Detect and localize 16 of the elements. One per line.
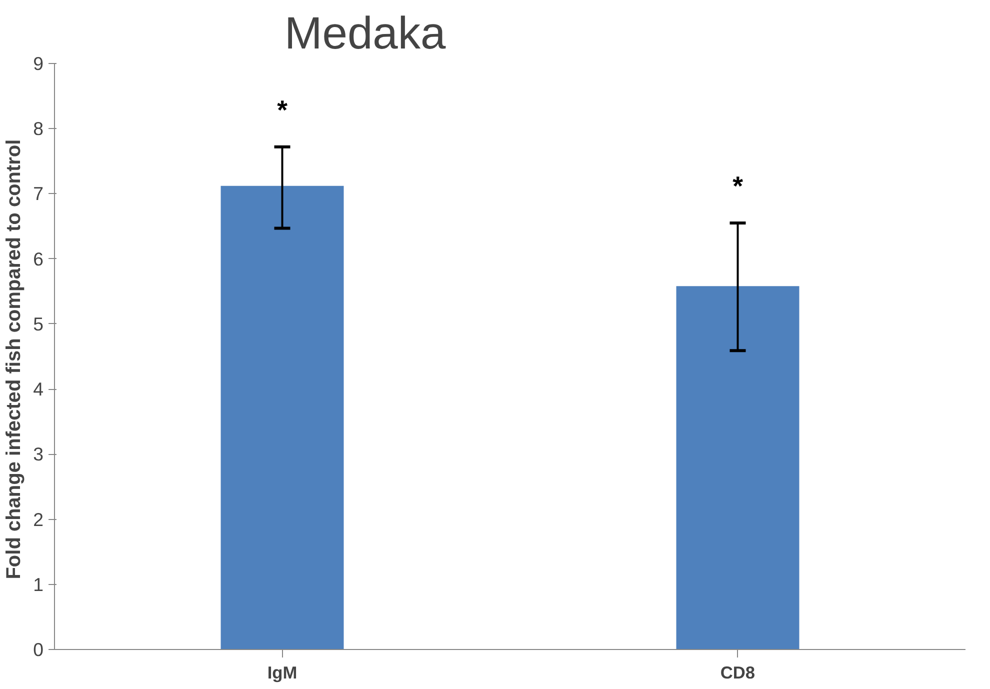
chart-title: Medaka <box>284 8 447 58</box>
x-tick-label: IgM <box>267 662 298 682</box>
y-tick-label: 6 <box>33 248 44 270</box>
y-axis-title: Fold change infected fish compared to control <box>3 139 26 580</box>
y-tick-label: 4 <box>33 378 44 400</box>
y-tick-label: 9 <box>33 53 44 74</box>
annotation: * <box>732 171 744 202</box>
y-tick-label: 7 <box>33 183 44 204</box>
y-tick-label: 3 <box>33 444 44 465</box>
y-tick-label: 1 <box>33 574 44 595</box>
annotation: * <box>277 94 288 125</box>
x-tick-label: CD8 <box>720 662 756 682</box>
y-tick-label: 5 <box>33 313 44 334</box>
y-tick-label: 8 <box>33 118 44 140</box>
y-tick-label: 2 <box>33 508 44 530</box>
y-tick-label: 0 <box>33 639 44 660</box>
